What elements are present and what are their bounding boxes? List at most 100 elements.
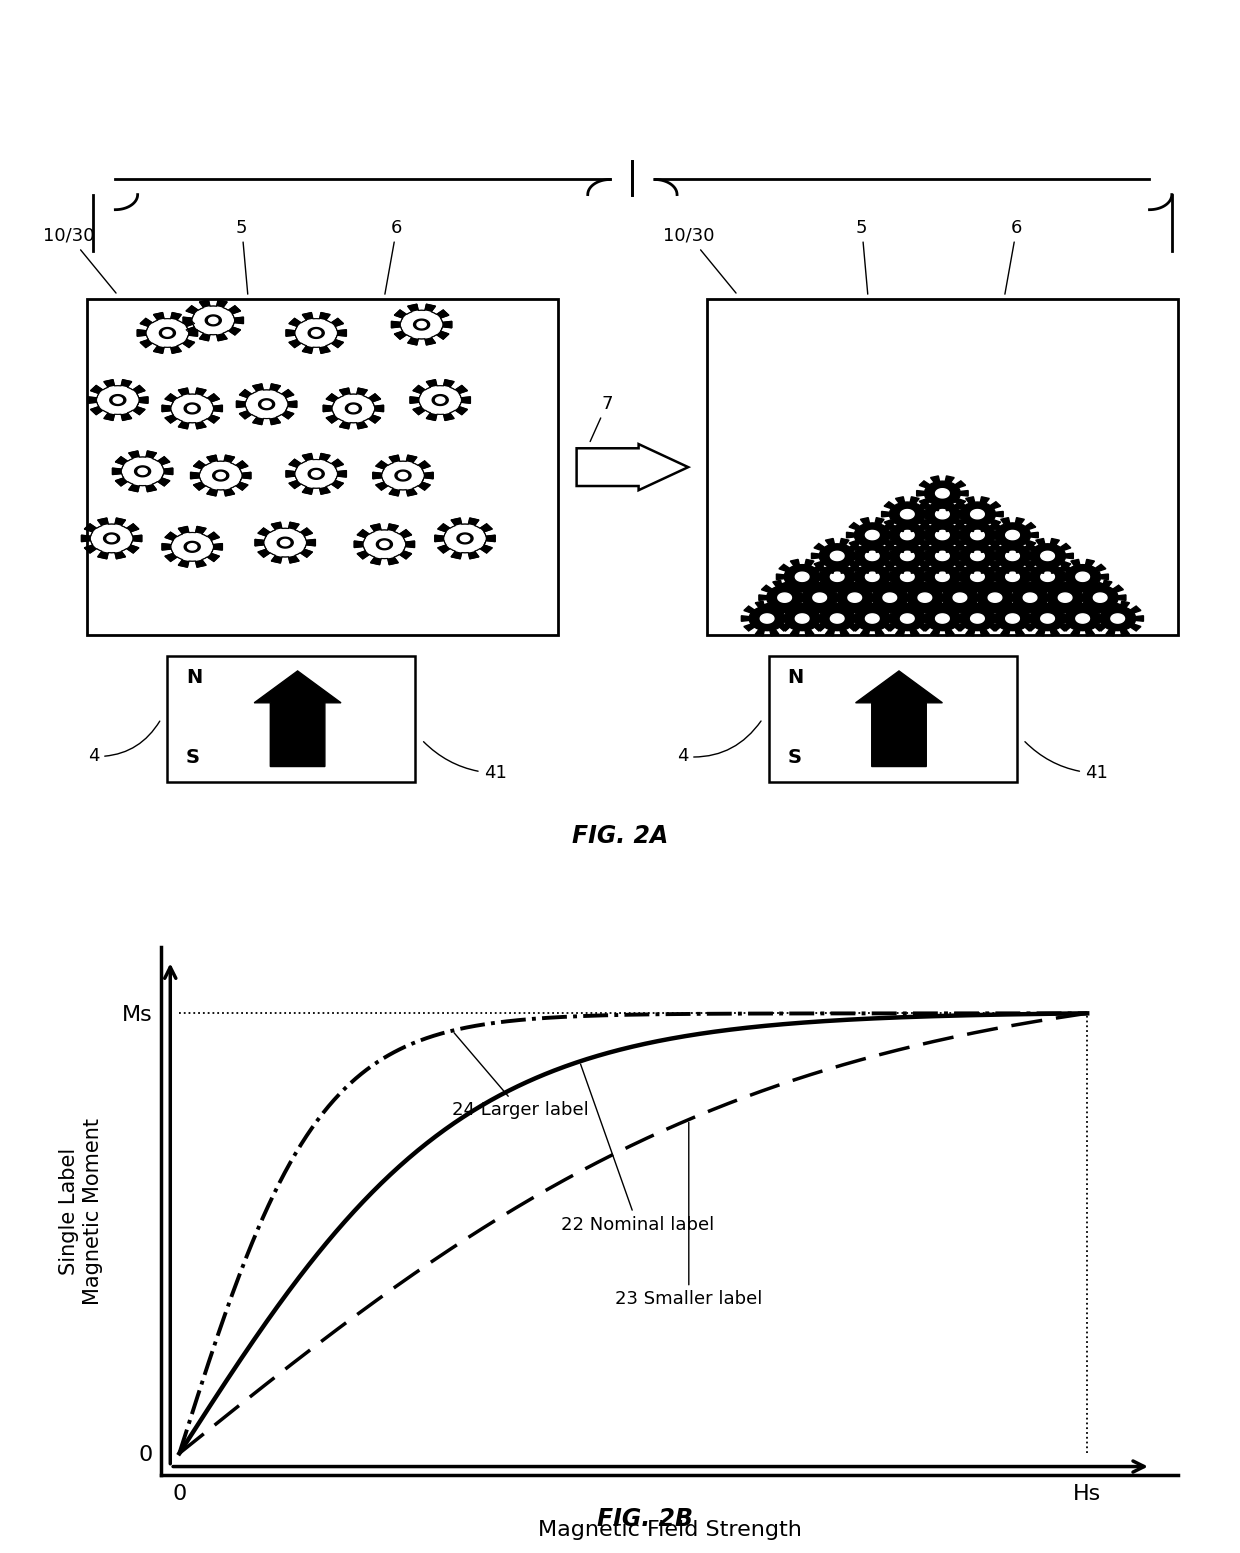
Polygon shape xyxy=(162,329,172,335)
Polygon shape xyxy=(346,404,361,413)
Text: N: N xyxy=(787,668,804,688)
Polygon shape xyxy=(830,581,880,615)
Polygon shape xyxy=(259,399,274,410)
Polygon shape xyxy=(952,539,1003,573)
Text: 24 Larger label: 24 Larger label xyxy=(451,1033,589,1120)
Polygon shape xyxy=(1004,581,1055,615)
Polygon shape xyxy=(255,522,315,564)
Text: 5: 5 xyxy=(236,219,248,294)
Polygon shape xyxy=(882,517,932,553)
Polygon shape xyxy=(882,497,932,531)
Polygon shape xyxy=(435,519,495,559)
Polygon shape xyxy=(847,517,898,553)
Polygon shape xyxy=(866,572,879,581)
Text: N: N xyxy=(186,668,202,688)
Polygon shape xyxy=(187,544,197,550)
Polygon shape xyxy=(414,320,429,329)
Polygon shape xyxy=(420,387,460,413)
Polygon shape xyxy=(278,537,293,548)
Polygon shape xyxy=(935,551,950,561)
Polygon shape xyxy=(988,593,1002,603)
Polygon shape xyxy=(1039,581,1091,615)
Polygon shape xyxy=(113,450,172,492)
Polygon shape xyxy=(831,551,844,561)
Text: FIG. 2A: FIG. 2A xyxy=(572,825,668,848)
FancyBboxPatch shape xyxy=(707,300,1178,635)
Polygon shape xyxy=(1022,559,1074,595)
Polygon shape xyxy=(577,444,688,491)
Polygon shape xyxy=(777,593,791,603)
Polygon shape xyxy=(760,613,774,623)
Polygon shape xyxy=(110,394,125,405)
Polygon shape xyxy=(1056,559,1109,595)
Polygon shape xyxy=(971,531,985,539)
Polygon shape xyxy=(88,379,148,421)
Polygon shape xyxy=(1022,539,1074,573)
Polygon shape xyxy=(445,525,485,551)
Polygon shape xyxy=(952,559,1003,595)
Polygon shape xyxy=(916,497,968,531)
Polygon shape xyxy=(1022,601,1074,635)
Polygon shape xyxy=(1040,613,1054,623)
Polygon shape xyxy=(1076,613,1090,623)
Polygon shape xyxy=(847,539,898,573)
Text: S: S xyxy=(186,747,200,767)
Polygon shape xyxy=(918,593,931,603)
FancyBboxPatch shape xyxy=(769,655,1017,781)
FancyBboxPatch shape xyxy=(87,300,558,635)
Polygon shape xyxy=(107,536,117,542)
Polygon shape xyxy=(776,601,828,635)
Polygon shape xyxy=(296,320,336,346)
Polygon shape xyxy=(311,329,321,335)
Polygon shape xyxy=(952,517,1003,553)
Polygon shape xyxy=(104,533,119,544)
Polygon shape xyxy=(864,581,915,615)
Text: 41: 41 xyxy=(1025,742,1107,783)
Polygon shape xyxy=(213,471,228,481)
Polygon shape xyxy=(935,531,950,539)
Polygon shape xyxy=(971,572,985,581)
Polygon shape xyxy=(916,559,968,595)
Polygon shape xyxy=(201,461,241,489)
Text: 4: 4 xyxy=(677,721,761,766)
Polygon shape xyxy=(82,519,141,559)
FancyBboxPatch shape xyxy=(167,655,415,781)
Polygon shape xyxy=(309,328,324,339)
Polygon shape xyxy=(187,405,197,412)
Polygon shape xyxy=(952,497,1003,531)
Polygon shape xyxy=(916,601,968,635)
Polygon shape xyxy=(866,531,879,539)
Text: 10/30: 10/30 xyxy=(663,227,737,294)
Polygon shape xyxy=(987,601,1038,635)
Polygon shape xyxy=(138,312,197,354)
Polygon shape xyxy=(334,394,373,422)
Polygon shape xyxy=(324,388,383,429)
Polygon shape xyxy=(92,525,131,551)
Text: 5: 5 xyxy=(856,219,868,294)
Polygon shape xyxy=(1023,593,1037,603)
Polygon shape xyxy=(1040,551,1054,561)
Polygon shape xyxy=(934,581,986,615)
Polygon shape xyxy=(900,613,914,623)
Polygon shape xyxy=(1056,601,1109,635)
Polygon shape xyxy=(348,405,358,412)
Polygon shape xyxy=(286,312,346,354)
Polygon shape xyxy=(1094,593,1107,603)
Polygon shape xyxy=(882,539,932,573)
Polygon shape xyxy=(417,321,427,328)
Polygon shape xyxy=(1006,613,1019,623)
Polygon shape xyxy=(265,530,305,556)
Polygon shape xyxy=(113,398,123,404)
Polygon shape xyxy=(848,593,862,603)
Polygon shape xyxy=(916,517,968,553)
Polygon shape xyxy=(847,559,898,595)
Polygon shape xyxy=(935,613,950,623)
Polygon shape xyxy=(373,455,433,495)
Polygon shape xyxy=(900,531,914,539)
Polygon shape xyxy=(954,593,967,603)
Polygon shape xyxy=(935,572,950,581)
Polygon shape xyxy=(935,489,950,499)
Text: 7: 7 xyxy=(590,394,613,441)
Polygon shape xyxy=(971,509,985,519)
Polygon shape xyxy=(396,471,410,481)
